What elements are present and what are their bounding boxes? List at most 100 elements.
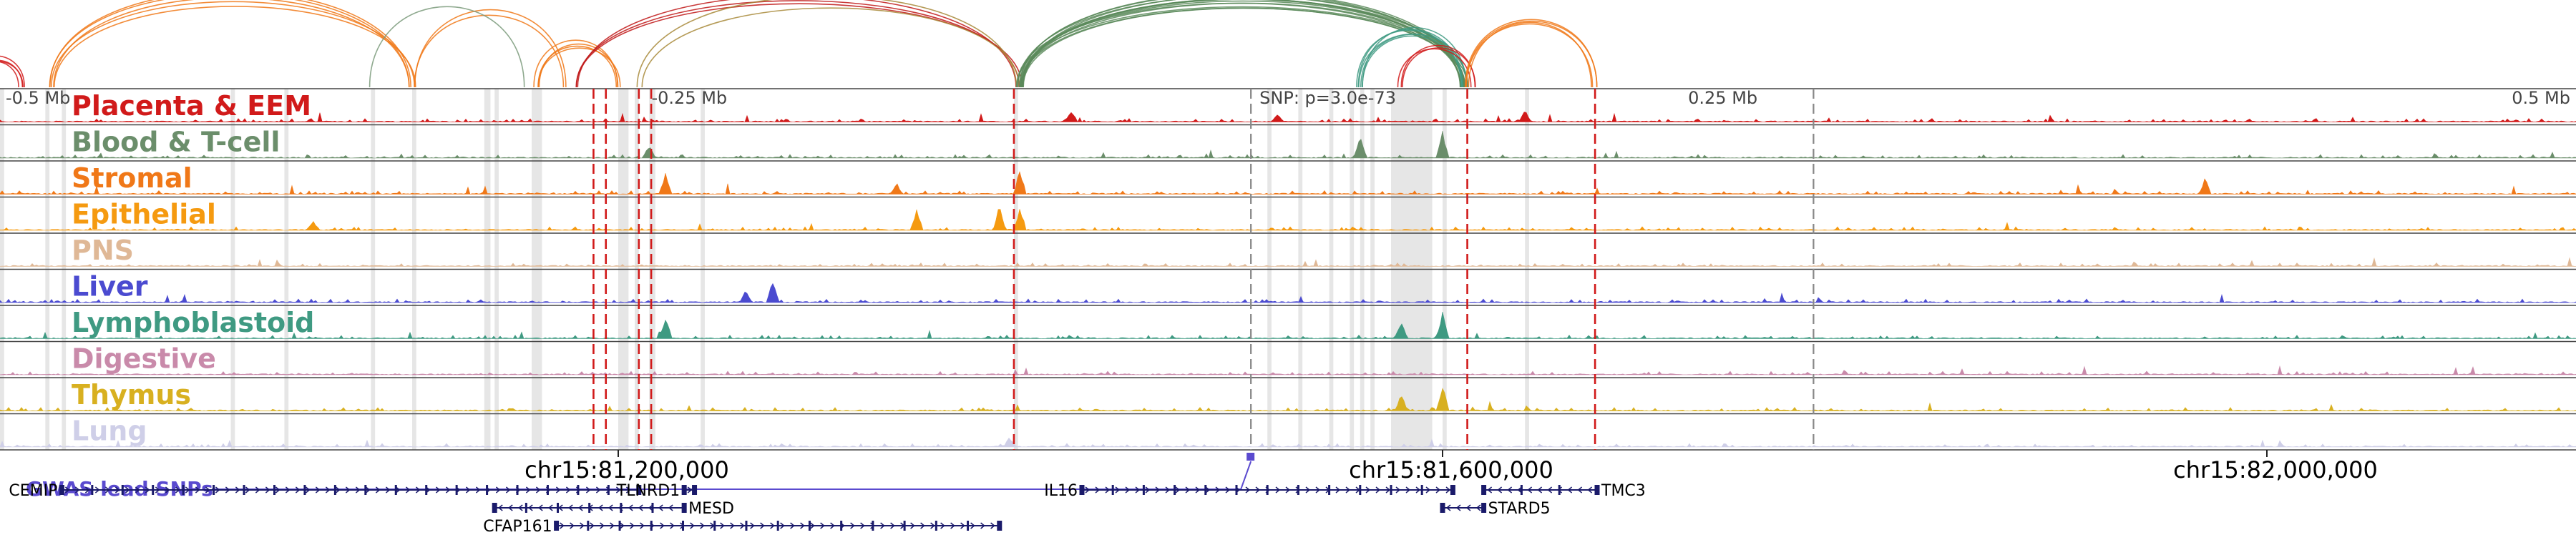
loop-arc [641,7,1020,88]
atac-tracks [0,88,2576,451]
strand-chevron [1557,486,1563,494]
track-label: PNS [72,235,134,266]
strand-chevron [547,504,553,511]
exon-block [152,485,155,495]
strand-chevron [830,522,835,529]
loop-arc [577,0,1017,88]
strand-chevron [880,522,885,529]
exon-block [394,485,397,495]
loop-arc [1020,0,1465,88]
exon-block [650,521,653,531]
strand-chevron [628,504,633,511]
strand-chevron [1445,486,1451,494]
strand-chevron [1315,486,1321,494]
strand-chevron [630,522,635,529]
strand-chevron [1455,504,1461,511]
strand-chevron [1487,486,1493,494]
loop-arc [1022,0,1465,88]
loop-arc [1021,0,1469,88]
strand-chevron [535,486,541,494]
exon-block [1359,485,1362,495]
strand-chevron [145,486,150,494]
track-signal [0,112,2576,123]
strand-chevron [590,522,595,529]
exon-block [808,521,811,531]
loop-arc [1357,29,1463,88]
loop-arc [575,0,1020,88]
loop-arc [414,14,565,88]
strand-chevron [625,486,631,494]
strand-chevron [537,504,543,511]
strand-chevron [555,486,561,494]
strand-chevron [570,522,575,529]
strand-chevron [930,522,935,529]
strand-chevron [325,486,331,494]
exon-block [692,485,698,495]
loop-arc [50,1,416,88]
exon-block [1520,485,1523,495]
exon-block [1142,485,1145,495]
track-label: Placenta & EEM [72,90,311,122]
loop-arc [1465,20,1598,88]
strand-chevron [557,504,563,511]
strand-chevron [195,486,200,494]
strand-chevron [1375,486,1381,494]
strand-chevron [385,486,391,494]
strand-chevron [580,522,585,529]
gene-label: IL16 [1044,482,1078,500]
exon-block [554,521,560,531]
strand-chevron [850,522,855,529]
exon-block [840,521,843,531]
strand-chevron [114,486,120,494]
strand-chevron [970,522,975,529]
exon-block [872,521,874,531]
strand-chevron [1465,504,1471,511]
strand-chevron [175,486,180,494]
track-signal [0,365,2576,375]
strand-chevron [620,522,625,529]
gwas-track: GWAS lead SNPs chr15:81,200,000 chr15:81,6… [26,450,2378,501]
strand-chevron [940,522,945,529]
gene-label: STARD5 [1488,500,1551,518]
exon-block [681,503,687,513]
track-label: Digestive [72,343,216,375]
strand-chevron [870,522,875,529]
strand-chevron [1305,486,1311,494]
strand-chevron [395,486,401,494]
strand-chevron [84,486,90,494]
exon-block [682,521,685,531]
loop-arc [1017,0,1465,88]
strand-chevron [820,522,825,529]
strand-chevron [375,486,381,494]
exon-block [303,485,306,495]
loop-arc [53,6,416,88]
strand-chevron [475,486,481,494]
exon-block [713,521,716,531]
strand-chevron [275,486,280,494]
strand-chevron [608,504,613,511]
strand-chevron [1435,486,1441,494]
exon-block [1297,485,1299,495]
strand-chevron [205,486,210,494]
exon-block [213,485,215,495]
strand-chevron [730,522,735,529]
strand-chevron [215,486,220,494]
strand-chevron [1185,486,1191,494]
track-signal [0,171,2576,195]
exon-block [546,485,549,495]
strand-chevron [860,522,865,529]
track-label: Epithelial [72,199,216,230]
relative-axis-label: SNP: p=3.0e-73 [1259,88,1396,108]
strand-chevron [445,486,451,494]
strand-chevron [560,522,565,529]
strand-chevron [225,486,230,494]
exon-block [1594,485,1600,495]
track-label: Lymphoblastoid [72,307,314,338]
strand-chevron [155,486,160,494]
exon-block [997,521,1002,531]
loop-arc [1019,0,1465,88]
exon-block [967,521,970,531]
strand-chevron [1335,486,1341,494]
strand-chevron [1365,486,1371,494]
